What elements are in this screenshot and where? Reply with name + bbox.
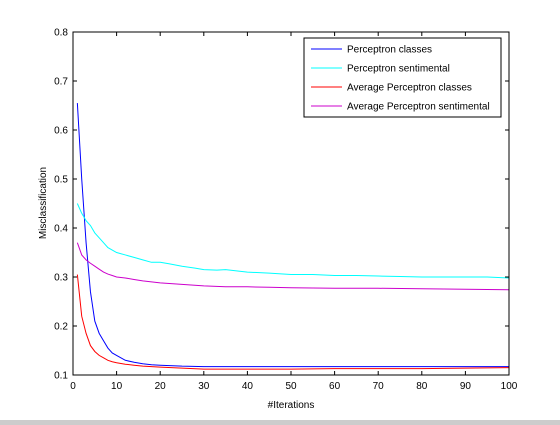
x-tick-label: 80 bbox=[416, 381, 428, 392]
x-tick-label: 40 bbox=[242, 381, 254, 392]
x-tick-label: 20 bbox=[155, 381, 167, 392]
y-tick-label: 0.8 bbox=[54, 28, 68, 39]
series-line-1 bbox=[76, 103, 509, 368]
legend-label-1: Perceptron classes bbox=[347, 45, 432, 56]
y-tick-label: 0.5 bbox=[54, 175, 68, 186]
y-tick-label: 0.4 bbox=[54, 224, 68, 235]
legend-label-4: Average Perceptron sentimental bbox=[347, 102, 490, 113]
x-tick-label: 60 bbox=[329, 381, 341, 392]
y-axis-ticks: 0.1 0.2 0.3 0.4 0.5 0.6 0.7 0.8 bbox=[54, 28, 509, 382]
y-axis-label: Misclassification bbox=[38, 167, 49, 239]
series-layer bbox=[76, 103, 510, 370]
x-tick-label: 0 bbox=[70, 381, 76, 392]
x-tick-label: 50 bbox=[285, 381, 297, 392]
series-line-3 bbox=[76, 274, 510, 370]
y-tick-label: 0.2 bbox=[54, 322, 68, 333]
y-tick-label: 0.1 bbox=[54, 371, 68, 382]
legend-box bbox=[303, 37, 502, 118]
legend-label-2: Perceptron sentimental bbox=[347, 64, 450, 75]
y-tick-label: 0.7 bbox=[54, 77, 68, 88]
series-line-4 bbox=[76, 242, 510, 291]
series-line-2 bbox=[76, 203, 510, 279]
x-axis-label: #Iterations bbox=[268, 400, 315, 411]
x-axis-ticks: 0 10 20 30 40 50 60 70 80 90 100 bbox=[70, 32, 518, 392]
y-tick-label: 0.3 bbox=[54, 273, 68, 284]
x-tick-label: 70 bbox=[373, 381, 385, 392]
x-tick-label: 30 bbox=[198, 381, 210, 392]
x-tick-label: 100 bbox=[501, 381, 518, 392]
legend: Perceptron classes Perceptron sentimental… bbox=[303, 37, 502, 118]
y-tick-label: 0.6 bbox=[54, 126, 68, 137]
x-tick-label: 90 bbox=[460, 381, 472, 392]
legend-label-3: Average Perceptron classes bbox=[347, 83, 472, 94]
x-tick-label: 10 bbox=[111, 381, 123, 392]
